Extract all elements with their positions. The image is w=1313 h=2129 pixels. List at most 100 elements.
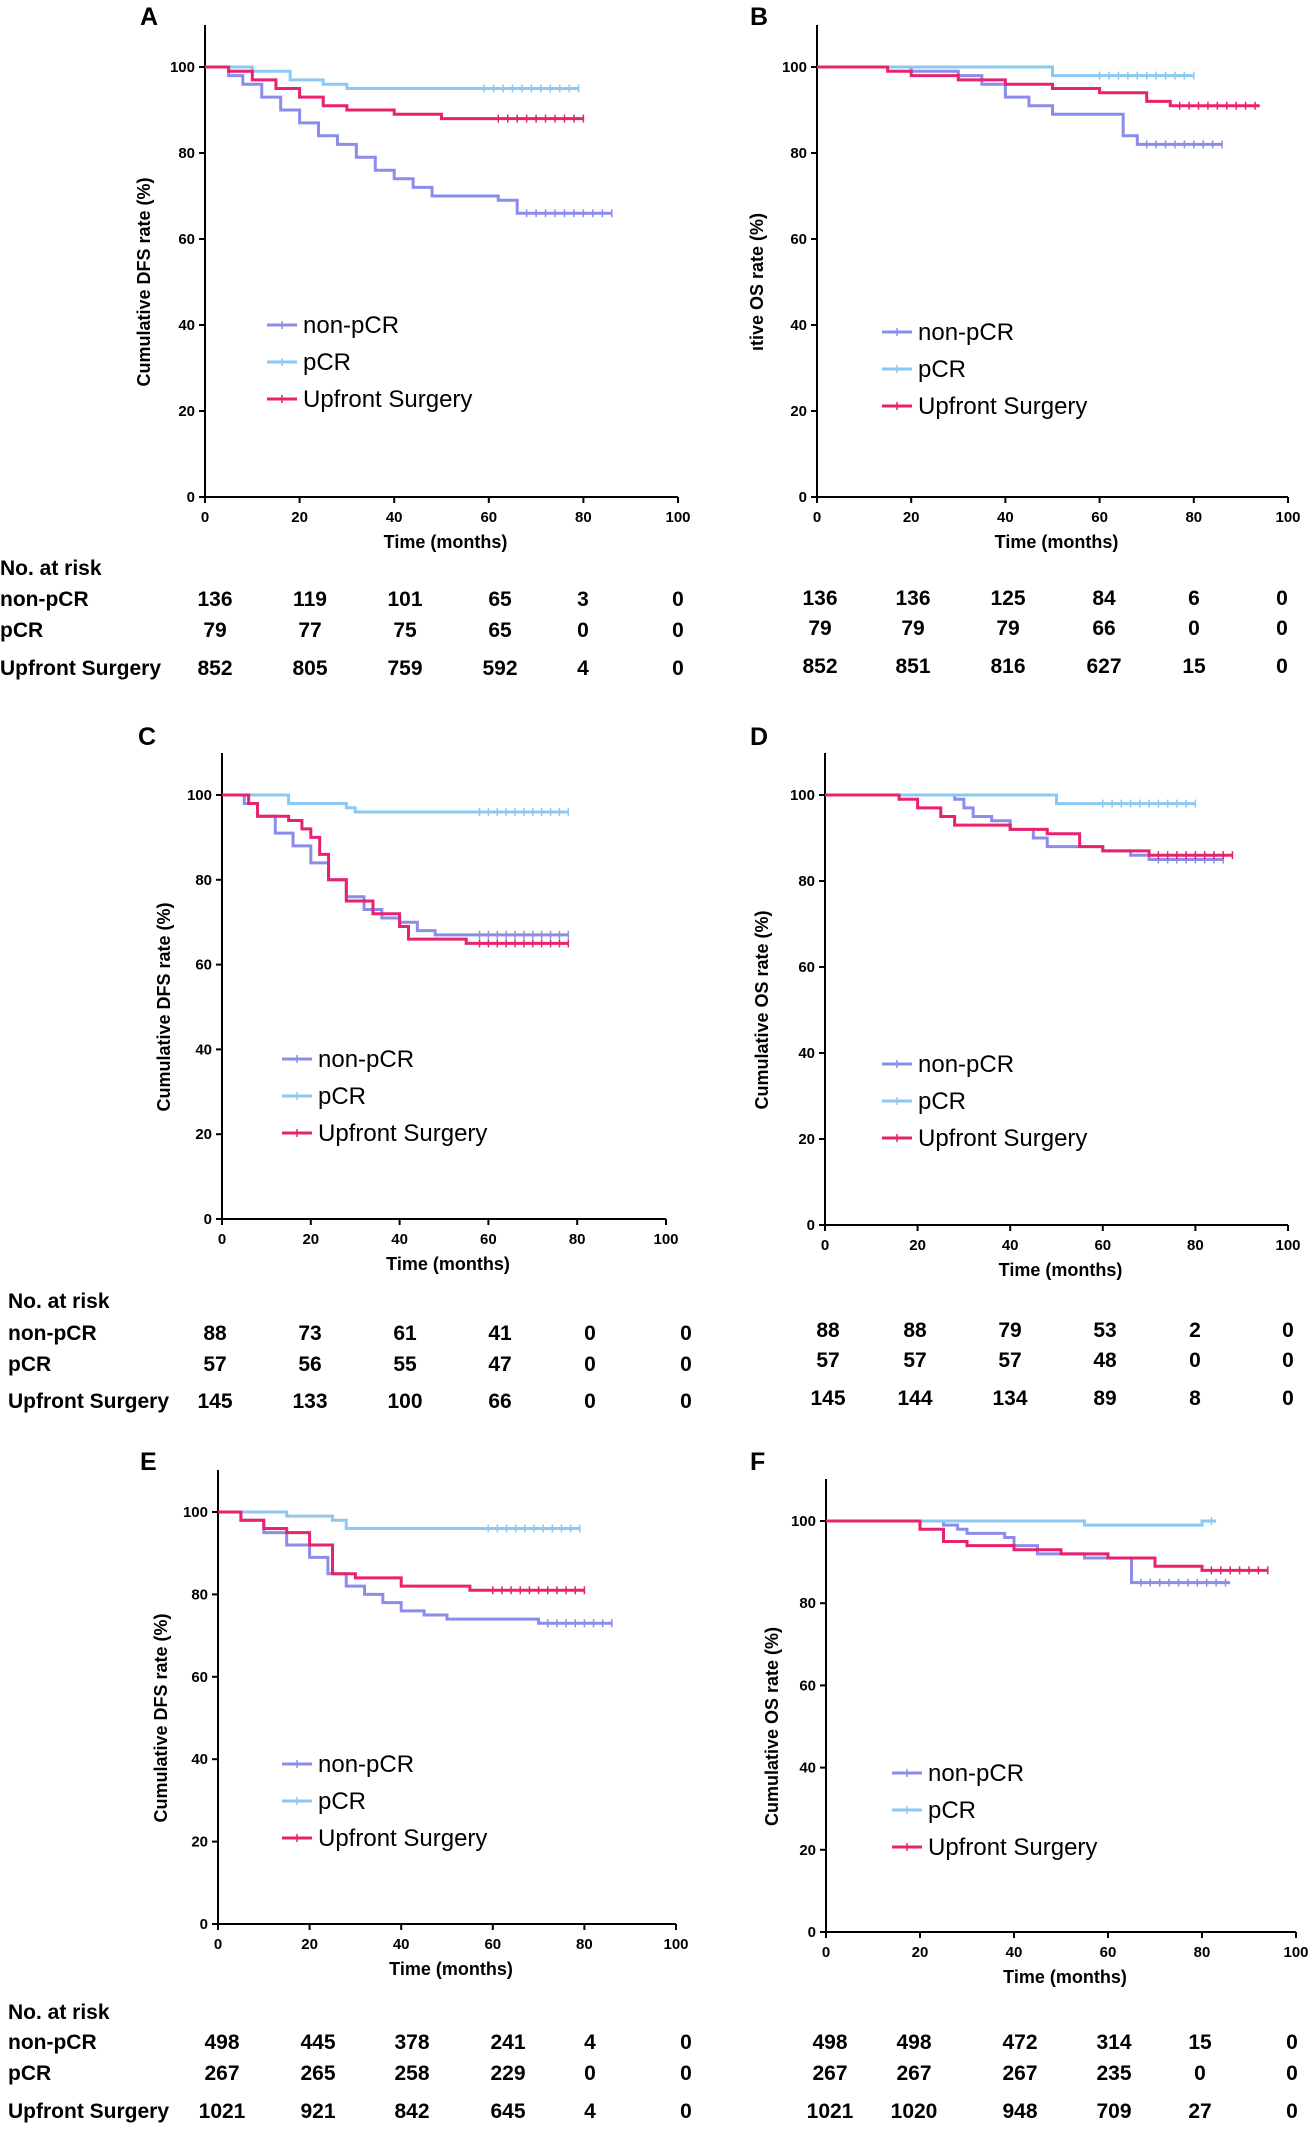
km-curve-upfront-surgery [222,793,569,945]
y-tick-label: 20 [799,1842,816,1859]
risk-value: 144 [897,1387,932,1410]
y-tick-label: 20 [191,1834,208,1851]
risk-value: 0 [680,1353,692,1376]
risk-value: 0 [1276,617,1288,640]
risk-table-title: No. at risk [8,1290,110,1313]
risk-value: 56 [298,1353,321,1376]
risk-value: 101 [387,588,422,611]
risk-table-title: No. at risk [0,557,102,580]
risk-value: 4 [577,657,589,680]
x-tick-label: 100 [653,1231,678,1248]
risk-value: 41 [488,1322,512,1345]
risk-value: 314 [1096,2031,1131,2054]
risk-value: 57 [998,1349,1021,1372]
risk-value: 15 [1188,2031,1212,2054]
y-tick-label: 80 [178,145,195,162]
x-tick-label: 100 [665,509,690,526]
risk-value: 57 [203,1353,226,1376]
y-tick-label: 80 [790,145,807,162]
risk-value: 235 [1096,2062,1131,2085]
risk-value: 8 [1189,1387,1201,1410]
risk-value: 0 [584,1322,596,1345]
risk-value: 0 [1276,655,1288,678]
y-tick-label: 100 [782,59,807,76]
x-tick-label: 40 [393,1936,410,1953]
risk-value: 57 [816,1349,839,1372]
legend-label: non-pCR [303,312,399,339]
risk-value: 75 [393,619,417,642]
risk-value: 627 [1086,655,1121,678]
risk-value: 0 [584,2062,596,2085]
x-tick-label: 40 [1002,1237,1019,1254]
risk-value: 445 [300,2031,335,2054]
risk-value: 0 [1194,2062,1206,2085]
risk-value: 805 [292,657,327,680]
risk-value: 88 [903,1319,927,1342]
x-axis-label: Time (months) [999,1260,1123,1280]
km-curve-non-pcr [205,65,612,215]
x-tick-label: 40 [997,509,1014,526]
y-tick-label: 20 [178,403,195,420]
risk-row-label: pCR [0,619,43,642]
y-tick-label: 60 [790,231,807,248]
risk-value: 136 [895,587,930,610]
x-tick-label: 0 [218,1231,226,1248]
risk-value: 79 [808,617,831,640]
x-tick-label: 60 [1100,1944,1117,1961]
legend-label: non-pCR [318,1046,414,1073]
risk-value: 89 [1093,1387,1116,1410]
risk-value: 2 [1189,1319,1201,1342]
risk-value: 229 [490,2062,525,2085]
y-tick-label: 40 [798,1045,815,1062]
x-tick-label: 80 [569,1231,586,1248]
risk-value: 136 [197,588,232,611]
risk-value: 3 [577,588,589,611]
x-tick-label: 60 [1094,1237,1111,1254]
y-tick-label: 0 [808,1924,816,1941]
risk-value: 851 [895,655,930,678]
y-tick-label: 0 [200,1916,208,1933]
panel-letter: B [750,3,768,31]
risk-value: 61 [393,1322,417,1345]
y-tick-label: 100 [183,1504,208,1521]
risk-value: 0 [1276,587,1288,610]
risk-value: 77 [298,619,321,642]
risk-value: 852 [197,657,232,680]
legend-label: non-pCR [918,1051,1014,1078]
panel-c: C 0 20 40 60 80 100 0 20 40 60 80 100 Time (months) Cu… [8,723,692,1413]
y-tick-label: 100 [791,1513,816,1530]
y-tick-label: 60 [195,957,212,974]
risk-value: 66 [1092,617,1115,640]
risk-value: 4 [584,2100,596,2123]
risk-value: 472 [1002,2031,1037,2054]
risk-value: 498 [812,2031,847,2054]
risk-value: 65 [488,588,512,611]
risk-value: 134 [992,1387,1027,1410]
risk-value: 133 [292,1390,327,1413]
risk-value: 265 [300,2062,335,2085]
risk-value: 498 [204,2031,239,2054]
x-tick-label: 80 [1194,1944,1211,1961]
risk-value: 55 [393,1353,417,1376]
y-tick-label: 0 [204,1211,212,1228]
x-tick-label: 100 [1275,1237,1300,1254]
x-tick-label: 0 [821,1237,829,1254]
risk-value: 79 [996,617,1019,640]
risk-value: 0 [680,1390,692,1413]
risk-value: 0 [584,1353,596,1376]
risk-value: 816 [990,655,1025,678]
risk-value: 125 [990,587,1025,610]
x-axis-label: Time (months) [386,1254,510,1274]
legend-label: non-pCR [318,1751,414,1778]
y-tick-label: 0 [799,489,807,506]
y-tick-label: 100 [170,59,195,76]
x-tick-label: 0 [201,509,209,526]
risk-value: 498 [896,2031,931,2054]
panel-letter: D [750,723,768,751]
x-tick-label: 80 [1187,1237,1204,1254]
legend-label: Upfront Surgery [318,1120,487,1147]
km-curve-upfront-surgery [218,1510,585,1592]
